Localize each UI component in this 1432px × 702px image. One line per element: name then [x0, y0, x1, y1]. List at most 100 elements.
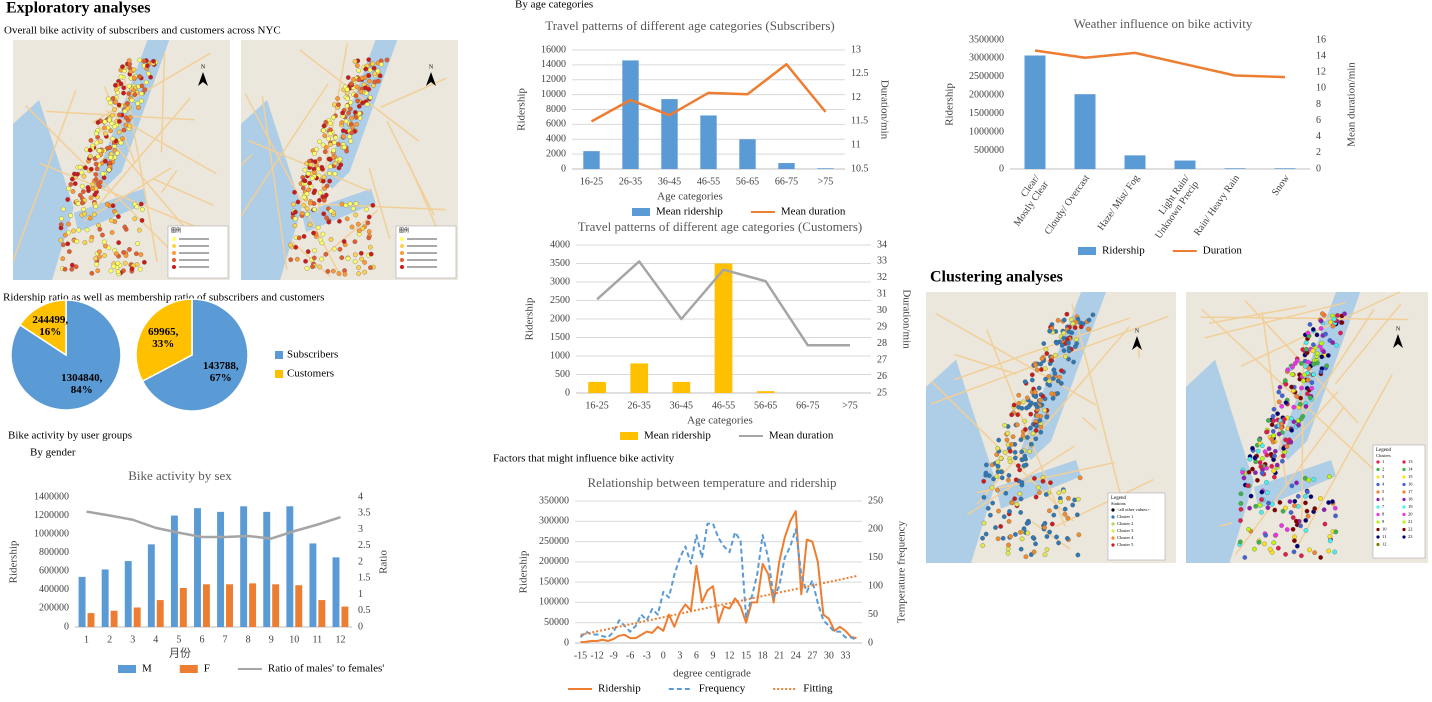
map-dot [317, 198, 322, 203]
map-dot [59, 216, 64, 222]
x-tick-label: 6 [694, 650, 699, 661]
y-axis-label: Ridership [518, 550, 530, 593]
x-tick-label: 12 [335, 634, 345, 645]
legend-label: Customers [287, 368, 334, 380]
map-dot [1051, 512, 1057, 518]
map-dot [1009, 442, 1014, 447]
map-legend-text [179, 252, 209, 254]
map-dot [364, 207, 369, 212]
map-dot [1303, 340, 1309, 346]
map-dot [66, 221, 71, 227]
map-dot [1290, 526, 1296, 532]
map-dot [118, 74, 124, 80]
map-dot [1019, 536, 1025, 542]
map-dot [103, 243, 108, 249]
x-tick-label: -15 [574, 650, 587, 661]
legend-label: Mean duration [781, 206, 846, 218]
map-dot [321, 198, 327, 203]
map-dot [994, 452, 1000, 457]
map-dot [307, 200, 313, 206]
map-dot [1255, 477, 1260, 483]
map-legend-label: Cluster 1 [1117, 514, 1133, 519]
map-dot [331, 246, 337, 252]
map-dot [320, 166, 325, 172]
map-water [996, 460, 1081, 509]
subheading: By age categories [515, 0, 593, 11]
map-dot [84, 227, 90, 233]
map-dot [1303, 500, 1308, 506]
bar [263, 511, 271, 627]
y2-tick-label: 8 [1316, 99, 1321, 110]
bar [101, 569, 109, 627]
map-dot [356, 271, 361, 276]
x-tick-label: 56-65 [754, 400, 777, 411]
map-dot [980, 535, 985, 541]
map-dot [1015, 463, 1021, 469]
y-tick-label: 3000000 [969, 53, 1004, 64]
map-dot [65, 197, 71, 202]
map-dot [102, 119, 108, 125]
y-tick-label: 16000 [541, 44, 566, 55]
map-legend-label: 18 [1408, 497, 1413, 502]
map-legend-dot [1376, 520, 1380, 524]
map-dot [988, 512, 993, 518]
map-dot [293, 209, 298, 215]
bar [124, 561, 132, 627]
map-dot [95, 154, 101, 159]
map-dot [1283, 552, 1288, 557]
bar [672, 381, 691, 393]
map-dot [1011, 402, 1017, 408]
map-dot [1026, 520, 1031, 525]
x-axis-label: Age categories [687, 415, 753, 427]
map-dot [349, 224, 355, 230]
x-tick-label: 46-55 [712, 400, 735, 411]
map-dot [322, 133, 328, 139]
map-dot [312, 170, 318, 175]
map-dot [1322, 521, 1328, 527]
map-dot [340, 110, 345, 116]
map-dot [75, 201, 81, 207]
map-dot [117, 112, 122, 118]
heading: Exploratory analyses [6, 0, 150, 17]
map-dot [1065, 515, 1071, 521]
y2-tick-label: 0 [868, 637, 873, 648]
map-dot [341, 239, 347, 244]
map-dot [1018, 546, 1024, 552]
map-dot [108, 128, 114, 134]
map-dot [288, 257, 294, 263]
map-dot [1294, 480, 1299, 486]
map-road [1031, 521, 1071, 550]
map-dot [110, 203, 116, 209]
map-dot [1339, 320, 1345, 325]
y-axis-label: Ridership [944, 83, 956, 126]
map-dot [312, 248, 317, 253]
bar [1074, 94, 1096, 169]
map-dot [1276, 389, 1282, 395]
map-dot [996, 437, 1002, 443]
map-dot [1320, 311, 1325, 317]
map-dot [1294, 394, 1300, 399]
map-dot [1019, 449, 1025, 455]
map-legend-box [1372, 444, 1426, 559]
map-road [84, 167, 172, 222]
map-dot [1291, 404, 1297, 410]
map-dot [305, 249, 311, 254]
map-dot [376, 78, 381, 84]
bar [147, 544, 155, 627]
map-dot [1318, 369, 1324, 375]
map-dot [1033, 428, 1039, 433]
map-dot [1266, 418, 1271, 423]
map-dot [299, 211, 305, 216]
map-dot [137, 266, 143, 272]
chart-title: Travel patterns of different age categor… [578, 219, 862, 234]
bar [295, 585, 303, 627]
map-dot [127, 123, 133, 129]
map-dot [68, 213, 73, 218]
map-road [976, 326, 1130, 505]
map-dot [319, 256, 324, 262]
map-dot [122, 224, 128, 230]
map-dot [1238, 501, 1244, 506]
map-road [91, 52, 211, 124]
map-dot [116, 214, 121, 219]
